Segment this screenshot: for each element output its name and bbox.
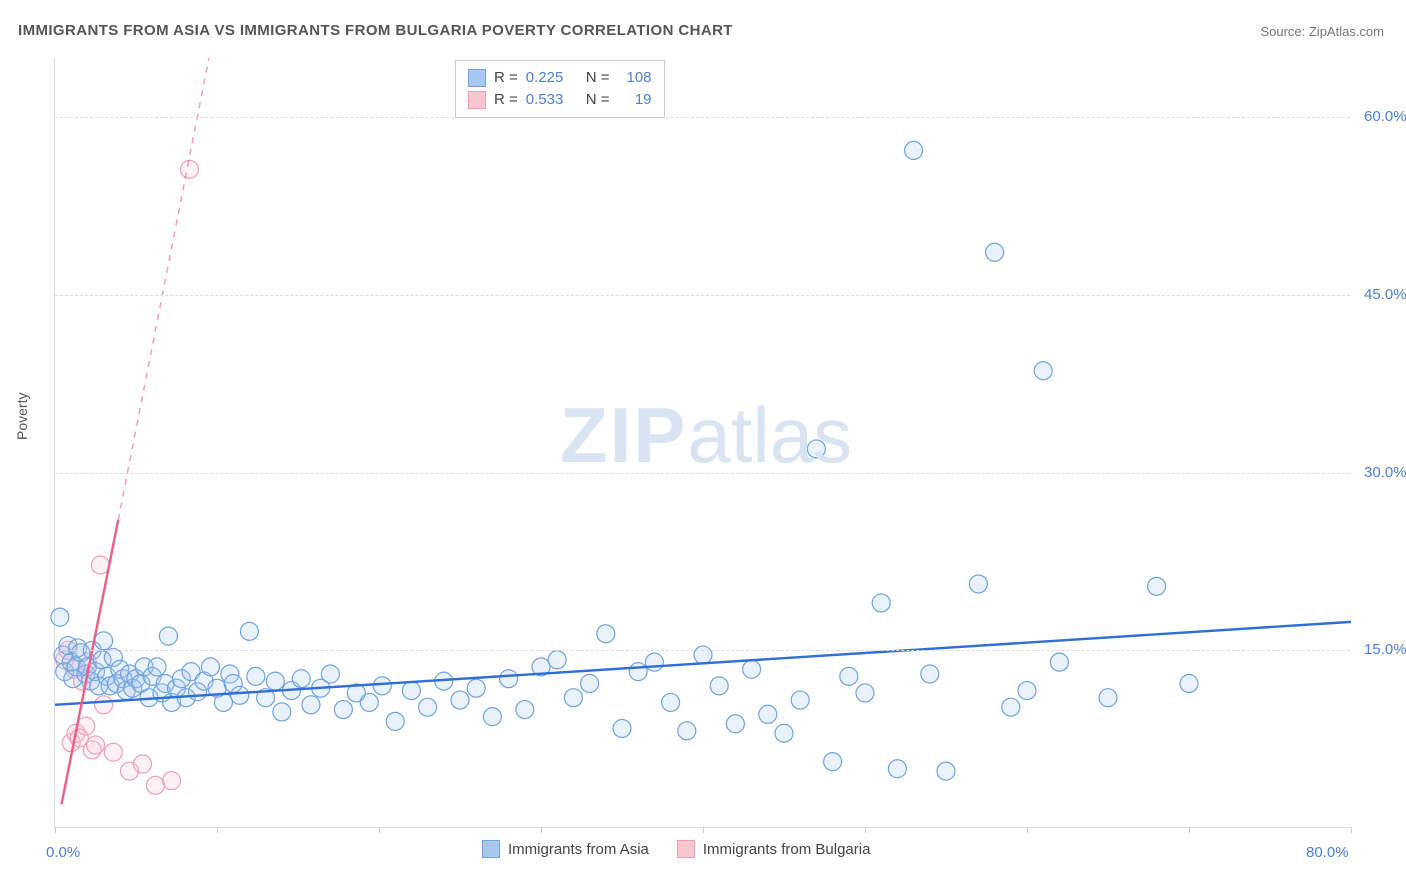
bulgaria-label: Immigrants from Bulgaria — [703, 841, 871, 858]
y-tick-label: 60.0% — [1364, 108, 1406, 125]
r-label: R = — [494, 89, 518, 111]
bulgaria-r-value: 0.533 — [526, 89, 578, 111]
asia-n-value: 108 — [618, 67, 652, 89]
swatch-bulgaria — [468, 91, 486, 109]
n-label: N = — [586, 89, 610, 111]
source-name: ZipAtlas.com — [1309, 24, 1384, 39]
source-label: Source: — [1260, 24, 1308, 39]
source-attribution: Source: ZipAtlas.com — [1260, 24, 1384, 39]
legend-item-bulgaria: Immigrants from Bulgaria — [677, 840, 871, 858]
swatch-asia — [482, 840, 500, 858]
legend-series: Immigrants from Asia Immigrants from Bul… — [482, 840, 870, 858]
bulgaria-n-value: 19 — [618, 89, 652, 111]
y-tick-label: 15.0% — [1364, 641, 1406, 658]
legend-stats: R = 0.225 N = 108 R = 0.533 N = 19 — [455, 60, 665, 118]
legend-item-asia: Immigrants from Asia — [482, 840, 649, 858]
legend-row-asia: R = 0.225 N = 108 — [468, 67, 652, 89]
legend-row-bulgaria: R = 0.533 N = 19 — [468, 89, 652, 111]
y-axis-label: Poverty — [14, 393, 30, 440]
n-label: N = — [586, 67, 610, 89]
asia-label: Immigrants from Asia — [508, 841, 649, 858]
asia-r-value: 0.225 — [526, 67, 578, 89]
y-tick-label: 45.0% — [1364, 286, 1406, 303]
swatch-bulgaria — [677, 840, 695, 858]
chart-title: IMMIGRANTS FROM ASIA VS IMMIGRANTS FROM … — [18, 22, 733, 39]
x-tick-label: 0.0% — [46, 844, 80, 861]
r-label: R = — [494, 67, 518, 89]
x-tick-label: 80.0% — [1306, 844, 1349, 861]
plot-area — [54, 58, 1350, 828]
chart-svg — [55, 58, 1350, 827]
y-tick-label: 30.0% — [1364, 464, 1406, 481]
swatch-asia — [468, 69, 486, 87]
